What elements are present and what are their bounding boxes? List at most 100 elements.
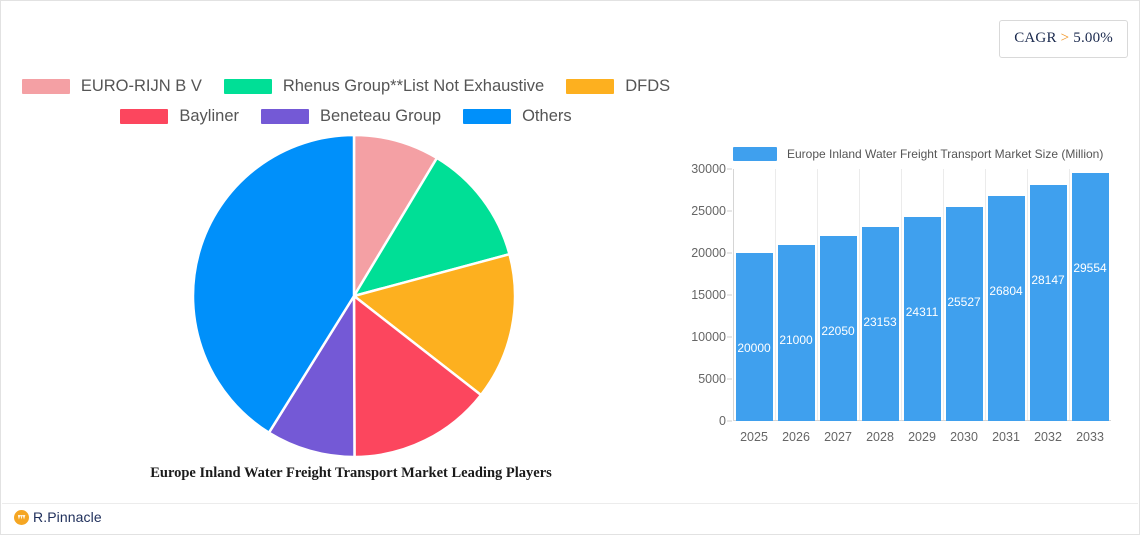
- legend-swatch-icon: [261, 108, 309, 124]
- x-axis-tick-label: 2029: [908, 430, 936, 444]
- x-axis-tick-label: 2025: [740, 430, 768, 444]
- pie-slice[interactable]: [351, 252, 515, 397]
- pie-slice[interactable]: [193, 135, 356, 435]
- pie-legend-item-4[interactable]: Beneteau Group: [261, 107, 441, 126]
- y-axis-tick-label: 0: [719, 414, 726, 428]
- bar[interactable]: 29554: [1071, 172, 1109, 421]
- bar[interactable]: 25527: [945, 206, 983, 421]
- pie-slice[interactable]: [351, 156, 512, 299]
- y-axis-tick-label: 5000: [698, 372, 726, 386]
- pie-legend-label: DFDS: [625, 76, 671, 95]
- grid-line: [1027, 169, 1028, 421]
- legend-swatch-icon: [223, 78, 272, 94]
- bar-legend-swatch: [733, 147, 777, 161]
- bar[interactable]: 24311: [903, 216, 941, 421]
- bar-value-label: 28147: [1031, 272, 1065, 287]
- pie-legend-item-1[interactable]: Rhenus Group**List Not Exhaustive: [223, 76, 545, 96]
- pie-chart-title: Europe Inland Water Freight Transport Ma…: [150, 465, 552, 481]
- brand-logo: R.Pinnacle: [14, 509, 102, 525]
- x-axis-tick-label: 2032: [1034, 430, 1062, 444]
- pie-legend-label: Beneteau Group: [320, 106, 442, 125]
- bar-value-label: 25527: [947, 294, 981, 309]
- brand-name: R.Pinnacle: [33, 509, 102, 525]
- footer-divider: [2, 503, 1138, 504]
- pie-slice[interactable]: [267, 291, 356, 457]
- legend-swatch-icon: [463, 108, 512, 124]
- pie-legend: EURO-RIJN B V Rhenus Group**List Not Exha…: [1, 71, 691, 131]
- bar-value-label: 24311: [905, 304, 939, 319]
- bar-slot: 26804 2031: [985, 169, 1027, 444]
- bar[interactable]: 21000: [777, 244, 815, 421]
- bar-value-label: 22050: [821, 323, 855, 338]
- bar-chart-legend: Europe Inland Water Freight Transport Ma…: [733, 147, 1103, 161]
- y-axis-tick-mark: [727, 378, 732, 380]
- cagr-badge-text: CAGR > 5.00%: [1014, 30, 1113, 46]
- x-axis-tick-label: 2031: [992, 430, 1020, 444]
- y-axis-tick-mark: [727, 210, 732, 212]
- bar-chart: Europe Inland Water Freight Transport Ma…: [677, 141, 1127, 444]
- y-axis-line: [733, 169, 734, 421]
- legend-swatch-icon: [566, 78, 615, 94]
- bar[interactable]: 20000: [735, 253, 773, 421]
- cagr-badge: CAGR > 5.00%: [999, 20, 1128, 58]
- y-axis-tick-label: 10000: [691, 330, 726, 344]
- bar-legend-label: Europe Inland Water Freight Transport Ma…: [787, 147, 1104, 161]
- x-axis-tick-label: 2027: [824, 430, 852, 444]
- bar-value-label: 26804: [989, 283, 1023, 298]
- pie-legend-item-2[interactable]: DFDS: [566, 77, 670, 96]
- y-axis-tick-label: 20000: [691, 246, 726, 260]
- pie-legend-item-3[interactable]: Bayliner: [120, 107, 239, 126]
- y-axis-tick-mark: [727, 336, 732, 338]
- pie-chart: [193, 135, 515, 457]
- bar-slot: 20000 2025: [733, 169, 775, 444]
- bar-series: 20000 2025 21000 2026 22050 2027 23153 2028 2431…: [733, 169, 1111, 444]
- grid-line: [775, 169, 776, 421]
- pie-legend-label: Bayliner: [179, 106, 239, 125]
- bar-slot: 21000 2026: [775, 169, 817, 444]
- grid-line: [901, 169, 902, 421]
- bar-plot-area: 0 5000 10000 15000 20000 25000 30000 20000 2025…: [691, 162, 1111, 444]
- bar-value-label: 21000: [779, 332, 813, 347]
- bar[interactable]: 28147: [1029, 184, 1067, 421]
- bar-value-label: 20000: [737, 341, 771, 355]
- grid-line: [1069, 169, 1070, 421]
- pie-legend-row-1: EURO-RIJN B V Rhenus Group**List Not Exha…: [1, 71, 691, 101]
- grid-line: [985, 169, 986, 421]
- bar-slot: 25527 2030: [943, 169, 985, 444]
- pie-svg: [193, 135, 515, 457]
- bar-value-label: 23153: [863, 314, 897, 329]
- bar-slot: 28147 2032: [1027, 169, 1069, 444]
- grid-line: [817, 169, 818, 421]
- pie-slice[interactable]: [352, 293, 483, 457]
- y-axis-tick-mark: [727, 294, 732, 296]
- pie-legend-label: Rhenus Group**List Not Exhaustive: [282, 76, 545, 95]
- bar[interactable]: 23153: [861, 226, 899, 421]
- bar-slot: 24311 2029: [901, 169, 943, 444]
- y-axis-tick-label: 25000: [691, 204, 726, 218]
- legend-swatch-icon: [21, 78, 70, 94]
- bar-slot: 22050 2027: [817, 169, 859, 444]
- x-axis-tick-label: 2030: [950, 430, 978, 444]
- y-axis-tick-label: 15000: [691, 288, 726, 302]
- x-axis-tick-label: 2033: [1076, 430, 1104, 444]
- legend-swatch-icon: [120, 108, 169, 124]
- x-axis-tick-label: 2026: [782, 430, 810, 444]
- grid-line: [859, 169, 860, 421]
- pinnacle-logo-icon: [14, 509, 29, 525]
- bar-slot: 29554 2033: [1069, 169, 1111, 444]
- bar-value-label: 29554: [1073, 260, 1107, 275]
- x-axis-tick-label: 2028: [866, 430, 894, 444]
- bar[interactable]: 22050: [819, 235, 857, 421]
- y-axis-tick-mark: [727, 420, 732, 422]
- y-axis-tick-label: 30000: [691, 162, 726, 176]
- pie-legend-label: Others: [522, 106, 572, 125]
- bar[interactable]: 26804: [987, 195, 1025, 421]
- grid-line: [943, 169, 944, 421]
- pie-legend-label: EURO-RIJN B V: [80, 76, 202, 95]
- pie-legend-item-5[interactable]: Others: [463, 107, 572, 126]
- y-axis-tick-mark: [727, 252, 732, 254]
- y-axis-tick-mark: [727, 168, 732, 170]
- pie-slice[interactable]: [352, 135, 439, 301]
- pie-legend-item-0[interactable]: EURO-RIJN B V: [21, 76, 202, 96]
